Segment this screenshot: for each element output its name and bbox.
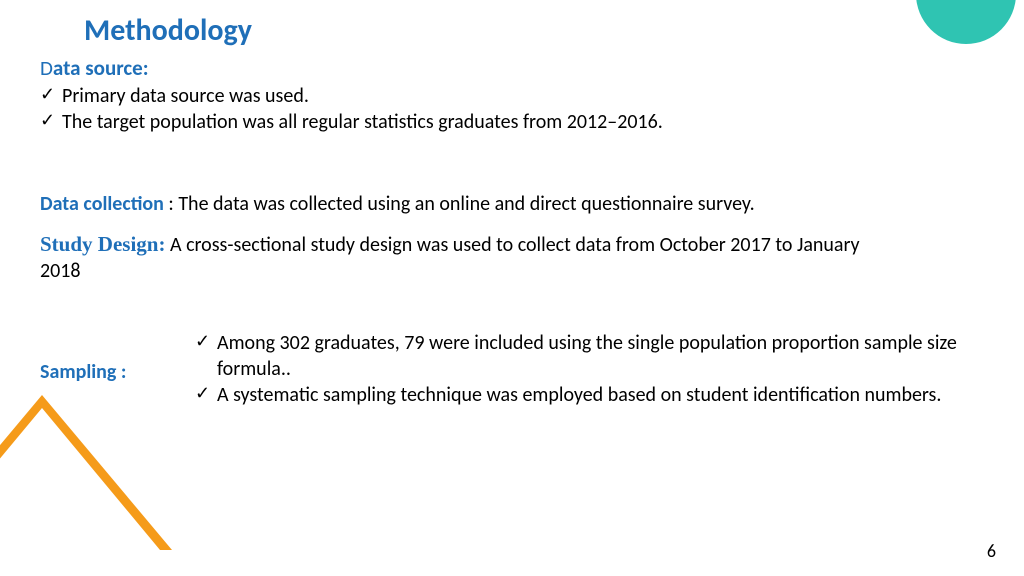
data-collection-colon: : <box>164 192 178 216</box>
data-collection-text: Data collection : The data was collected… <box>40 191 984 217</box>
data-source-label-first: D <box>40 55 53 81</box>
accent-triangle <box>0 395 172 550</box>
study-design-text: Study Design: A cross-sectional study de… <box>40 231 860 284</box>
data-source-label: Data source: <box>40 55 984 81</box>
sampling-bullets: Among 302 graduates, 79 were included us… <box>195 330 984 408</box>
list-item: The target population was all regular st… <box>40 109 984 135</box>
data-source-label-rest: ata source: <box>53 55 149 81</box>
data-collection-label: Data collection <box>40 192 164 216</box>
list-item: Among 302 graduates, 79 were included us… <box>195 330 984 382</box>
sampling-section: Sampling : Among 302 graduates, 79 were … <box>40 330 984 408</box>
page-number: 6 <box>987 540 996 562</box>
slide: Methodology Data source: Primary data so… <box>0 0 1024 576</box>
slide-title: Methodology <box>84 12 984 49</box>
list-item: Primary data source was used. <box>40 83 984 109</box>
data-source-bullets: Primary data source was used. The target… <box>40 83 984 135</box>
sampling-label: Sampling : <box>40 354 175 384</box>
data-source-section: Data source: Primary data source was use… <box>40 55 984 135</box>
study-design-label: Study Design: <box>40 232 165 256</box>
data-collection-section: Data collection : The data was collected… <box>40 191 984 284</box>
data-collection-body: The data was collected using an online a… <box>178 192 754 216</box>
list-item: A systematic sampling technique was empl… <box>195 382 984 408</box>
